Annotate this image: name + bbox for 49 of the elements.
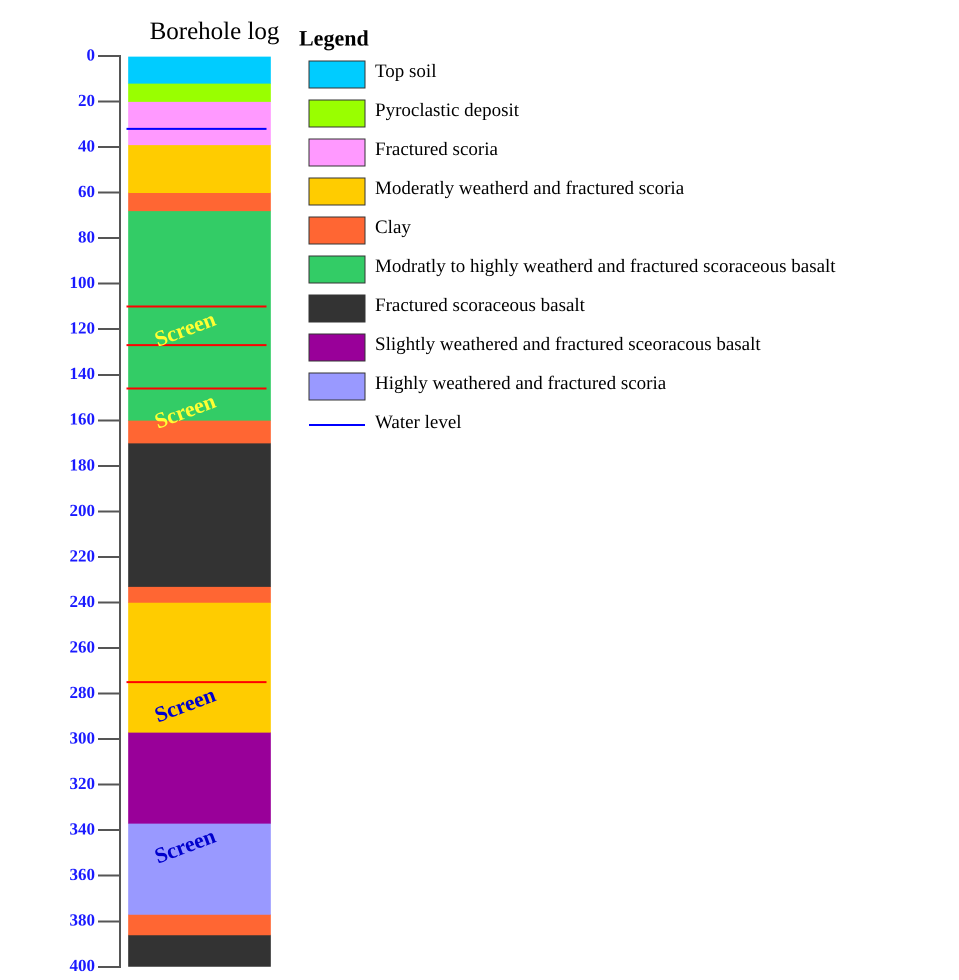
- bar: [128, 586, 271, 603]
- bar: [128, 934, 271, 967]
- bar: [128, 732, 271, 824]
- legend-label: Water level: [375, 412, 462, 433]
- y-tick-label: 340: [70, 820, 95, 839]
- y-tick-label: 360: [70, 865, 95, 884]
- legend-label: Slightly weathered and fractured sceoracous basalt: [375, 334, 762, 355]
- bar: [128, 823, 271, 915]
- y-tick-label: 20: [78, 90, 95, 110]
- y-tick-label: 120: [70, 318, 95, 338]
- y-tick-label: 60: [78, 182, 95, 202]
- bar: [128, 442, 271, 587]
- annotation: Screen: [150, 388, 219, 434]
- legend-label: Modratly to highly weatherd and fractured scoraceous basalt: [375, 256, 836, 277]
- bar: [128, 914, 271, 936]
- bar: [128, 56, 271, 84]
- bar: [128, 101, 271, 146]
- annotation: Screen: [150, 822, 219, 868]
- y-tick-label: 400: [70, 956, 95, 976]
- y-tick-label: 160: [70, 410, 95, 429]
- y-tick-label: 380: [70, 910, 95, 930]
- y-tick-label: 240: [70, 592, 95, 611]
- annotation: Screen: [150, 682, 219, 728]
- chart-title: Borehole log: [150, 18, 280, 46]
- legend-label: Fractured scoraceous basalt: [375, 294, 586, 316]
- y-tick-label: 40: [78, 136, 95, 156]
- bar: [128, 82, 271, 102]
- legend-title: Legend: [299, 26, 369, 51]
- legend-label: Clay: [375, 216, 412, 238]
- legend-label: Pyroclastic deposit: [375, 100, 520, 121]
- y-tick-label: 0: [86, 45, 95, 64]
- legend-label: Fractured scoria: [375, 138, 498, 160]
- y-tick-label: 80: [78, 228, 95, 247]
- y-tick-label: 260: [70, 637, 95, 656]
- y-tick-label: 140: [70, 364, 95, 384]
- y-tick-label: 320: [70, 774, 95, 794]
- bar: [128, 144, 271, 193]
- y-tick-label: 200: [70, 500, 95, 520]
- legend-label: Highly weathered and fractured scoria: [375, 372, 667, 394]
- y-tick-label: 180: [70, 455, 95, 474]
- bar: [128, 602, 271, 733]
- legend-label: Moderatly weatherd and fractured scoria: [375, 178, 685, 199]
- y-tick-label: 220: [70, 546, 95, 566]
- bar: [128, 192, 271, 212]
- legend-label: Top soil: [375, 60, 436, 82]
- y-tick-label: 280: [70, 682, 95, 702]
- annotation: Screen: [150, 306, 219, 352]
- y-tick-label: 300: [70, 728, 95, 748]
- y-tick-label: 100: [70, 273, 95, 292]
